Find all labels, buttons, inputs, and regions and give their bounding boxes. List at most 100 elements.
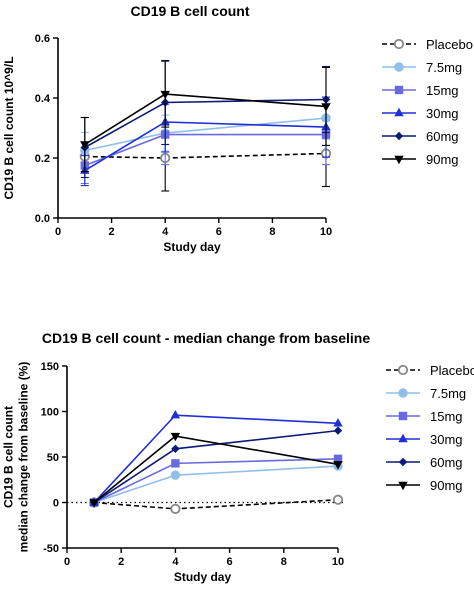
x-tick-label: 10 (332, 556, 344, 568)
legend-marker (397, 364, 409, 376)
series-60mg (89, 426, 343, 507)
series-30mg (80, 91, 331, 187)
legend-marker (398, 481, 408, 491)
x-tick-label: 8 (269, 226, 275, 238)
series-90mg (80, 60, 331, 173)
y-axis-label: CD19 B cell countmedian change from base… (2, 362, 31, 553)
x-tick-label: 2 (109, 226, 115, 238)
legend-label: Placebo (426, 37, 473, 52)
x-tick-label: 0 (64, 556, 70, 568)
legend-item: 7.5mg (386, 386, 466, 401)
y-tick-label: 0.0 (35, 213, 50, 225)
legend-item: 90mg (382, 152, 459, 167)
chart-2: CD19 B cell count - median change from b… (2, 330, 474, 584)
series-line (94, 498, 339, 510)
legend-label: 15mg (430, 409, 463, 424)
series-placebo (79, 119, 332, 192)
legend-label: 15mg (426, 83, 459, 98)
legend-marker (393, 38, 405, 50)
data-point (333, 426, 343, 435)
x-tick-label: 2 (118, 556, 124, 568)
legend-item: 60mg (386, 455, 463, 470)
y-axis-label-line: CD19 B cell count (2, 406, 16, 508)
legend-marker (398, 388, 408, 398)
legend-item: 60mg (382, 129, 459, 144)
legend-label: 60mg (426, 129, 459, 144)
legend-label: Placebo (430, 363, 474, 378)
series-90mg (89, 432, 343, 508)
series-placebo (89, 494, 344, 514)
x-tick-label: 4 (172, 556, 179, 568)
data-point (321, 103, 331, 112)
x-tick-label: 6 (227, 556, 233, 568)
data-point (171, 459, 180, 468)
legend-label: 90mg (426, 152, 459, 167)
x-tick-label: 0 (55, 226, 61, 238)
legend-item: 90mg (386, 478, 463, 493)
legend: Placebo 7.5mg 15mg 30mg 60mg 90mg (382, 37, 473, 167)
series-line (84, 152, 327, 159)
x-tick-label: 8 (281, 556, 287, 568)
legend: Placebo 7.5mg 15mg 30mg 60mg 90mg (386, 363, 474, 493)
y-axis-label: CD19 B cell count 10^9/L (2, 56, 16, 199)
legend-marker (398, 457, 408, 467)
legend-marker (394, 85, 404, 95)
legend-label: 90mg (430, 478, 463, 493)
legend-item: Placebo (382, 37, 473, 52)
data-point (333, 418, 343, 427)
x-tick-label: 6 (216, 226, 222, 238)
data-point (333, 454, 343, 464)
series-line (84, 133, 326, 167)
data-point (170, 432, 181, 442)
legend-marker (394, 155, 404, 165)
y-tick-label: 0.2 (35, 153, 50, 165)
data-point (160, 90, 170, 100)
legend-marker (398, 433, 408, 443)
chart-1: CD19 B cell count 0.0 0.2 0.4 0.6 0 2 4 6 8 10 Stud… (2, 3, 473, 254)
data-point (170, 503, 181, 514)
legend-marker (394, 107, 404, 117)
legend-item: Placebo (386, 363, 474, 378)
x-tick-label: 10 (320, 226, 332, 238)
legend-item: 15mg (382, 83, 459, 98)
y-tick-label: 0 (53, 498, 59, 510)
x-tick-label: 4 (162, 226, 169, 238)
legend-item: 15mg (386, 409, 463, 424)
y-tick-label: 50 (47, 452, 59, 464)
x-axis-label: Study day (163, 240, 221, 254)
data-point (80, 141, 90, 150)
legend-label: 7.5mg (426, 60, 462, 75)
y-tick-label: 0.4 (35, 93, 51, 105)
series-line (93, 429, 339, 504)
data-point (333, 461, 343, 470)
legend-item: 30mg (386, 432, 463, 447)
series-7-5mg (89, 461, 343, 508)
y-tick-label: 150 (41, 361, 59, 373)
series-60mg (80, 59, 331, 179)
chart-title: CD19 B cell count (130, 3, 249, 19)
data-point (170, 470, 181, 480)
legend-marker (398, 411, 408, 421)
legend-marker (394, 131, 404, 141)
chart-title: CD19 B cell count - median change from b… (42, 330, 371, 346)
legend-label: 7.5mg (430, 386, 466, 401)
legend-label: 60mg (430, 455, 463, 470)
x-axis-label: Study day (174, 570, 232, 584)
legend-label: 30mg (426, 106, 459, 121)
y-tick-label: -50 (43, 543, 59, 555)
y-tick-label: 100 (41, 407, 59, 419)
data-point (89, 499, 99, 508)
legend-item: 7.5mg (382, 60, 462, 75)
data-point (170, 409, 181, 419)
y-tick-label: 0.6 (35, 33, 50, 45)
y-axis-label-line: median change from baseline (%) (17, 362, 31, 553)
legend-marker (394, 62, 404, 72)
series-line (93, 458, 339, 504)
data-point (171, 444, 180, 454)
data-point (332, 494, 344, 505)
legend-label: 30mg (430, 432, 463, 447)
legend-item: 30mg (382, 106, 459, 121)
series-line (93, 435, 339, 504)
